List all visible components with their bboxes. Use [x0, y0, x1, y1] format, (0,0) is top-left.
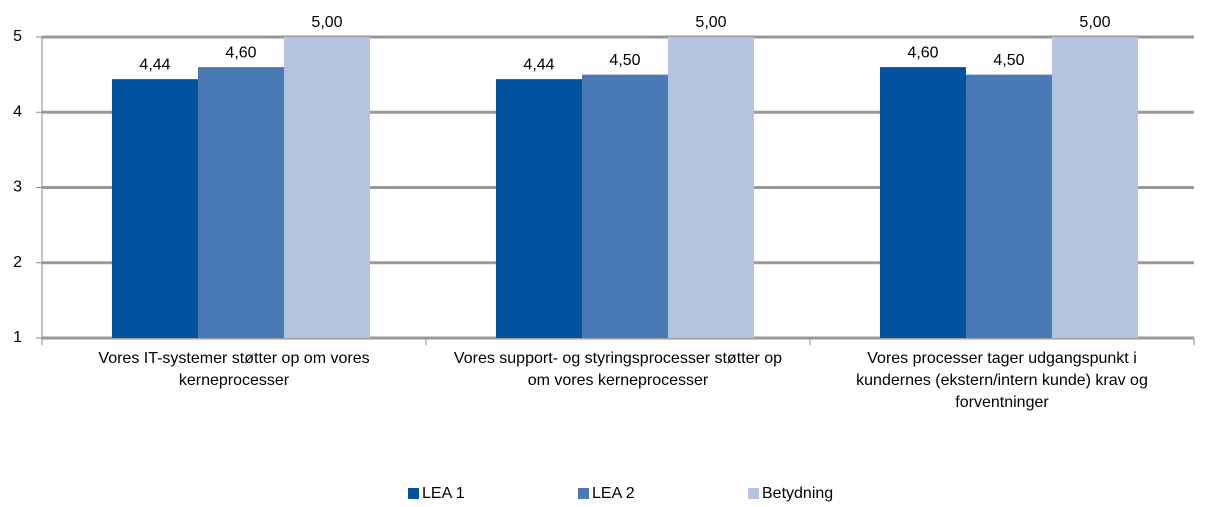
legend-label: Betydning: [762, 485, 833, 502]
value-label: 5,00: [1079, 14, 1110, 31]
value-label: 4,44: [139, 56, 170, 73]
value-label: 4,60: [907, 44, 938, 61]
bar: [880, 67, 966, 338]
value-label: 5,00: [695, 14, 726, 31]
bar: [284, 37, 370, 338]
y-tick-label: 3: [13, 179, 22, 196]
bar: [966, 74, 1052, 338]
y-tick-label: 4: [13, 103, 22, 120]
y-tick-label: 2: [13, 254, 22, 271]
legend-label: LEA 1: [422, 485, 465, 502]
x-tick-label: Vores support- og styringsprocesser støt…: [453, 350, 783, 389]
value-label: 5,00: [311, 14, 342, 31]
value-label: 4,60: [225, 44, 256, 61]
legend-swatch: [408, 488, 419, 499]
y-tick-label: 5: [13, 28, 22, 45]
legend-label: LEA 2: [592, 485, 635, 502]
value-label: 4,50: [609, 52, 640, 69]
legend-swatch: [748, 488, 759, 499]
legend-swatch: [578, 488, 589, 499]
value-label: 4,44: [523, 56, 554, 73]
bar: [1052, 37, 1138, 338]
bar: [582, 74, 668, 338]
y-tick-label: 1: [13, 329, 22, 346]
bar: [112, 79, 198, 338]
bar: [198, 67, 284, 338]
x-tick-label: Vores processer tager udgangspunkt i kun…: [856, 350, 1148, 411]
x-tick-label: Vores IT-systemer støtter op om vores ke…: [98, 350, 370, 389]
bar: [668, 37, 754, 338]
bar: [496, 79, 582, 338]
value-label: 4,50: [993, 52, 1024, 69]
